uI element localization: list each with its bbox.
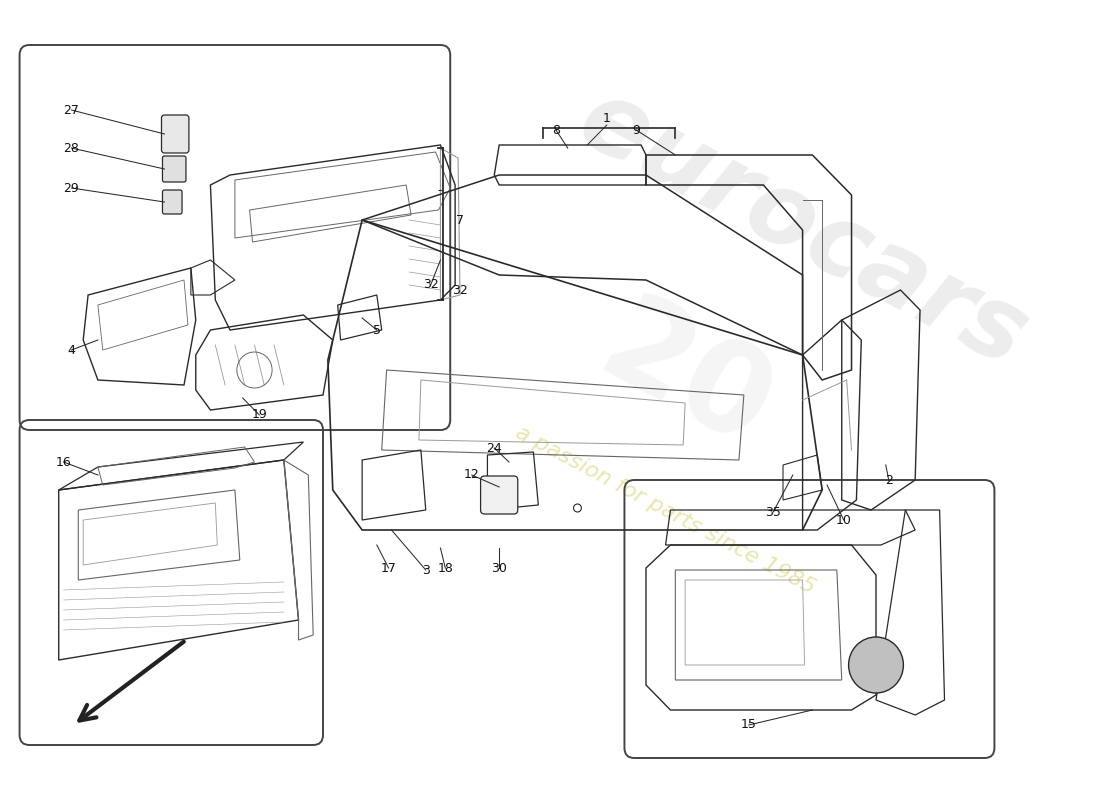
Text: 7: 7 <box>456 214 464 226</box>
Text: 29: 29 <box>64 182 79 194</box>
Text: 20: 20 <box>580 286 791 474</box>
Circle shape <box>848 637 903 693</box>
Text: 2: 2 <box>884 474 893 486</box>
Text: 27: 27 <box>64 103 79 117</box>
Text: 4: 4 <box>67 343 76 357</box>
FancyBboxPatch shape <box>163 190 182 214</box>
Text: 16: 16 <box>56 455 72 469</box>
Text: 17: 17 <box>381 562 396 574</box>
Text: 12: 12 <box>464 469 480 482</box>
Text: 28: 28 <box>64 142 79 154</box>
Text: 32: 32 <box>452 283 468 297</box>
Text: 19: 19 <box>252 409 267 422</box>
Text: 10: 10 <box>836 514 851 526</box>
Text: 30: 30 <box>492 562 507 574</box>
Text: eurocars: eurocars <box>562 71 1043 389</box>
Text: 5: 5 <box>373 323 381 337</box>
Text: a passion for parts since 1985: a passion for parts since 1985 <box>513 422 818 598</box>
Text: 35: 35 <box>766 506 781 518</box>
FancyBboxPatch shape <box>163 156 186 182</box>
Text: 1: 1 <box>603 111 611 125</box>
Text: 15: 15 <box>740 718 757 731</box>
Text: 18: 18 <box>438 562 453 574</box>
Text: 9: 9 <box>632 123 640 137</box>
Text: 3: 3 <box>421 563 430 577</box>
FancyBboxPatch shape <box>481 476 518 514</box>
Text: 8: 8 <box>552 123 560 137</box>
Text: 32: 32 <box>422 278 439 291</box>
FancyBboxPatch shape <box>162 115 189 153</box>
Text: 24: 24 <box>486 442 503 454</box>
